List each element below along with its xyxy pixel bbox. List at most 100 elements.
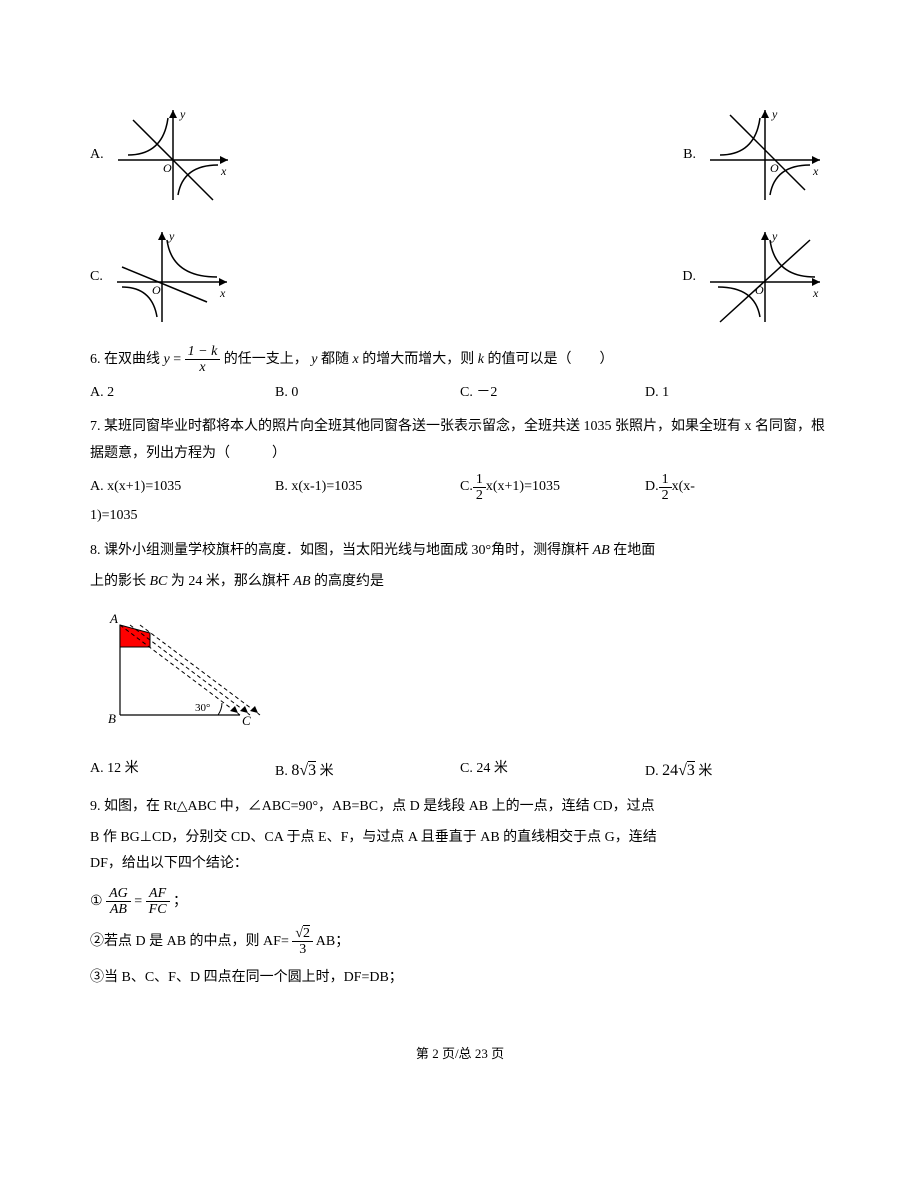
- graph-label-b: B.: [683, 142, 696, 169]
- q9c2-den: 3: [292, 942, 313, 957]
- graph-options-row-1: A. x y O B. x y O: [90, 100, 830, 210]
- q9c1-pre: ①: [90, 894, 103, 909]
- q7d-den: 2: [659, 488, 672, 503]
- q9c1-post: ；: [173, 894, 187, 909]
- svg-text:y: y: [771, 229, 778, 243]
- q7d-frac: 1 2: [659, 472, 672, 504]
- q8-angle: 30°: [195, 702, 210, 714]
- q7-opt-c: C. 1 2 x(x+1)=1035: [460, 472, 645, 504]
- q8-labelA: A: [109, 611, 118, 626]
- q7-opt-d-cont: 1)=1035: [90, 503, 830, 530]
- question-8-line1: 8. 课外小组测量学校旗杆的高度．如图，当太阳光线与地面成 30°角时，测得旗杆…: [90, 538, 830, 565]
- footer-mid: 页/总: [439, 1046, 475, 1061]
- graph-label-c: C.: [90, 264, 103, 291]
- q9c1-d2: FC: [146, 902, 170, 917]
- q8-l2b: 为 24 米，那么旗杆: [167, 574, 293, 589]
- q8-labelB: B: [108, 711, 116, 726]
- q6-fraction: 1 − k x: [185, 344, 221, 376]
- q9c1-d1: AB: [106, 902, 131, 917]
- q6-tail: 的值可以是（ ）: [487, 352, 613, 367]
- q8d-pre: D.: [645, 764, 662, 779]
- q8-opt-b: B. 8√3 米: [275, 756, 460, 786]
- question-9-line2: B 作 BG⊥CD，分别交 CD、CA 于点 E、F，与过点 A 且垂直于 AB…: [90, 825, 830, 852]
- q8-opt-d: D. 24√3 米: [645, 756, 830, 786]
- q9-conclusion-1: ① AG AB = AF FC ；: [90, 886, 830, 918]
- q7-options: A. x(x+1)=1035 B. x(x-1)=1035 C. 1 2 x(x…: [90, 472, 830, 504]
- q6-x: x: [353, 352, 359, 367]
- svg-text:x: x: [219, 286, 226, 300]
- graph-option-c: C. x y O: [90, 222, 237, 332]
- q9c2-post: AB；: [316, 934, 349, 949]
- q7c-pre: C.: [460, 474, 473, 501]
- q6-mid: 的任一支上，: [224, 352, 308, 367]
- q6-num: 1 − k: [185, 344, 221, 360]
- q7d-post: x(x-: [672, 474, 695, 501]
- q6-prefix: 6. 在双曲线: [90, 352, 160, 367]
- q9-conclusion-3: ③当 B、C、F、D 四点在同一个圆上时，DF=DB；: [90, 965, 830, 992]
- q6-opt-d: D. 1: [645, 380, 830, 407]
- q7c-frac: 1 2: [473, 472, 486, 504]
- q7d-num: 1: [659, 472, 672, 488]
- q8d-rad: 3: [687, 761, 695, 779]
- q9c2-pre: ②若点 D 是 AB 的中点，则 AF=: [90, 934, 289, 949]
- svg-text:x: x: [812, 164, 819, 178]
- footer-total: 23: [475, 1046, 488, 1061]
- q9c1-n1: AG: [106, 886, 131, 902]
- q6-opt-a: A. 2: [90, 380, 275, 407]
- q6-opt-b: B. 0: [275, 380, 460, 407]
- q8-l2a: 上的影长: [90, 574, 150, 589]
- q6-opt-c: C. －2: [460, 380, 645, 407]
- q6-mid3: 的增大而增大，则: [362, 352, 474, 367]
- question-9-line3: DF，给出以下四个结论：: [90, 851, 830, 878]
- q8-ab: AB: [593, 543, 610, 558]
- q6-options: A. 2 B. 0 C. －2 D. 1: [90, 380, 830, 407]
- q8-ab2: AB: [293, 574, 310, 589]
- q7-opt-a: A. x(x+1)=1035: [90, 472, 275, 504]
- q8-bc: BC: [150, 574, 168, 589]
- q7c-den: 2: [473, 488, 486, 503]
- graph-options-row-2: C. x y O D. x y O: [90, 222, 830, 332]
- q8-svg: A B C 30°: [90, 605, 290, 735]
- page-footer: 第 2 页/总 23 页: [90, 1042, 830, 1067]
- q6-y2: y: [311, 352, 317, 367]
- graph-b-svg: x y O: [700, 100, 830, 210]
- q8d-post: 米: [695, 764, 713, 779]
- svg-text:O: O: [152, 283, 161, 297]
- question-6: 6. 在双曲线 y = 1 − k x 的任一支上， y 都随 x 的增大而增大…: [90, 344, 830, 376]
- q8-options: A. 12 米 B. 8√3 米 C. 24 米 D. 24√3 米: [90, 756, 830, 786]
- q9c2-frac: √2 3: [292, 926, 313, 958]
- svg-text:y: y: [771, 107, 778, 121]
- q8-l2c: 的高度约是: [311, 574, 385, 589]
- graph-option-b: B. x y O: [683, 100, 830, 210]
- q7d-pre: D.: [645, 474, 659, 501]
- q7-opt-d: D. 1 2 x(x-: [645, 472, 830, 504]
- svg-text:O: O: [163, 161, 172, 175]
- q8-labelC: C: [242, 713, 251, 728]
- graph-option-d: D. x y O: [682, 222, 830, 332]
- graph-a-svg: x y O: [108, 100, 238, 210]
- q8d-24: 24: [662, 762, 678, 779]
- graph-option-a: A. x y O: [90, 100, 238, 210]
- question-9-line1: 9. 如图，在 Rt△ABC 中，∠ABC=90°，AB=BC，点 D 是线段 …: [90, 794, 830, 821]
- q8-opt-a: A. 12 米: [90, 756, 275, 786]
- q9c2-num: √2: [292, 926, 313, 942]
- footer-post: 页: [488, 1046, 504, 1061]
- svg-text:y: y: [179, 107, 186, 121]
- q7-opt-b: B. x(x-1)=1035: [275, 472, 460, 504]
- q8-diagram: A B C 30°: [90, 605, 830, 746]
- graph-d-svg: x y O: [700, 222, 830, 332]
- graph-c-svg: x y O: [107, 222, 237, 332]
- q8b-pre: B.: [275, 764, 291, 779]
- question-8-line2: 上的影长 BC 为 24 米，那么旗杆 AB 的高度约是: [90, 569, 830, 596]
- question-7: 7. 某班同窗毕业时都将本人的照片向全班其他同窗各送一张表示留念，全班共送 10…: [90, 414, 830, 467]
- q9c1-n2: AF: [146, 886, 170, 902]
- q8b-post: 米: [316, 764, 334, 779]
- svg-text:x: x: [812, 286, 819, 300]
- svg-text:x: x: [220, 164, 227, 178]
- q8-opt-c: C. 24 米: [460, 756, 645, 786]
- q6-k: k: [478, 352, 484, 367]
- q6-mid2: 都随: [321, 352, 349, 367]
- graph-label-a: A.: [90, 142, 104, 169]
- q8-l1b: 在地面: [610, 543, 656, 558]
- q9c1-eq: =: [134, 894, 145, 909]
